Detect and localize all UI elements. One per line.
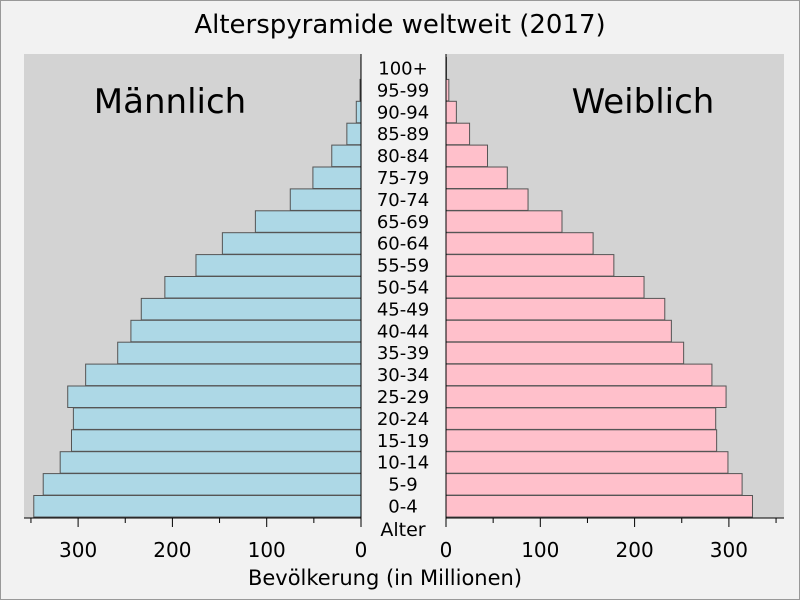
male-label: Männlich (94, 82, 246, 122)
female-label: Weiblich (572, 82, 715, 122)
age-group-label: 45-49 (377, 299, 429, 320)
bar-male-80-84 (331, 144, 362, 168)
bar-female-30-34 (445, 363, 713, 387)
age-group-label: 15-19 (377, 431, 429, 452)
age-group-label: 80-84 (377, 146, 429, 167)
bar-male-70-74 (289, 188, 362, 211)
age-group-label: 70-74 (377, 190, 429, 211)
female-x-tick-label: 200 (616, 538, 654, 562)
bar-male-40-44 (130, 319, 362, 343)
bar-female-5-9 (445, 473, 743, 496)
bar-female-10-14 (445, 451, 729, 474)
age-group-label: 0-4 (388, 497, 417, 518)
bar-male-45-49 (140, 297, 362, 321)
bar-female-85-89 (445, 122, 471, 146)
bar-female-75-79 (445, 166, 508, 189)
bar-female-25-29 (445, 385, 727, 408)
bar-female-80-84 (445, 144, 488, 168)
age-group-label: 65-69 (377, 212, 429, 233)
age-group-label: 60-64 (377, 234, 429, 255)
bar-male-35-39 (117, 341, 362, 365)
bar-female-70-74 (445, 188, 529, 211)
bar-female-20-24 (445, 407, 717, 430)
age-group-label: 40-44 (377, 321, 429, 342)
bar-male-85-89 (346, 122, 362, 146)
bar-male-10-14 (59, 451, 362, 474)
bar-male-75-79 (312, 166, 362, 189)
chart-title: Alterspyramide weltweit (2017) (194, 10, 605, 40)
bar-female-40-44 (445, 319, 672, 343)
bar-female-0-4 (445, 495, 753, 518)
bar-male-60-64 (221, 232, 362, 255)
age-group-label: 85-89 (377, 124, 429, 145)
bar-female-45-49 (445, 297, 666, 321)
bar-male-25-29 (67, 385, 362, 408)
bar-female-35-39 (445, 341, 685, 365)
bar-male-55-59 (195, 254, 362, 277)
female-x-tick-label: 300 (710, 538, 748, 562)
age-axis-label: Alter (380, 519, 425, 541)
bar-male-65-69 (254, 210, 362, 233)
bar-male-0-4 (33, 495, 362, 518)
age-group-label: 100+ (378, 59, 427, 80)
bar-male-30-34 (85, 363, 362, 387)
age-group-label: 75-79 (377, 168, 429, 189)
age-group-label: 25-29 (377, 387, 429, 408)
male-x-tick-label: 300 (59, 538, 97, 562)
age-group-label: 50-54 (377, 278, 429, 299)
bar-female-50-54 (445, 276, 645, 299)
female-x-tick-label: 100 (521, 538, 559, 562)
age-group-label: 10-14 (377, 453, 429, 474)
age-group-label: 30-34 (377, 365, 429, 386)
age-group-label: 90-94 (377, 102, 429, 123)
bar-female-65-69 (445, 210, 563, 233)
age-group-label: 55-59 (377, 256, 429, 277)
bar-male-90-94 (355, 100, 362, 124)
age-group-label: 95-99 (377, 80, 429, 101)
x-axis-label: Bevölkerung (in Millionen) (248, 566, 522, 590)
male-x-tick-label: 200 (153, 538, 191, 562)
bar-female-60-64 (445, 232, 594, 255)
bar-male-50-54 (164, 276, 362, 299)
bar-female-15-19 (445, 429, 718, 452)
bar-male-15-19 (70, 429, 362, 452)
bar-female-55-59 (445, 254, 615, 277)
female-x-tick-label: 0 (440, 538, 453, 562)
bar-male-20-24 (72, 407, 362, 430)
age-group-label: 35-39 (377, 343, 429, 364)
male-x-tick-label: 100 (248, 538, 286, 562)
age-group-label: 5-9 (388, 475, 417, 496)
bar-male-5-9 (42, 473, 362, 496)
male-x-tick-label: 0 (355, 538, 368, 562)
age-group-label: 20-24 (377, 409, 429, 430)
bar-female-90-94 (445, 100, 457, 124)
